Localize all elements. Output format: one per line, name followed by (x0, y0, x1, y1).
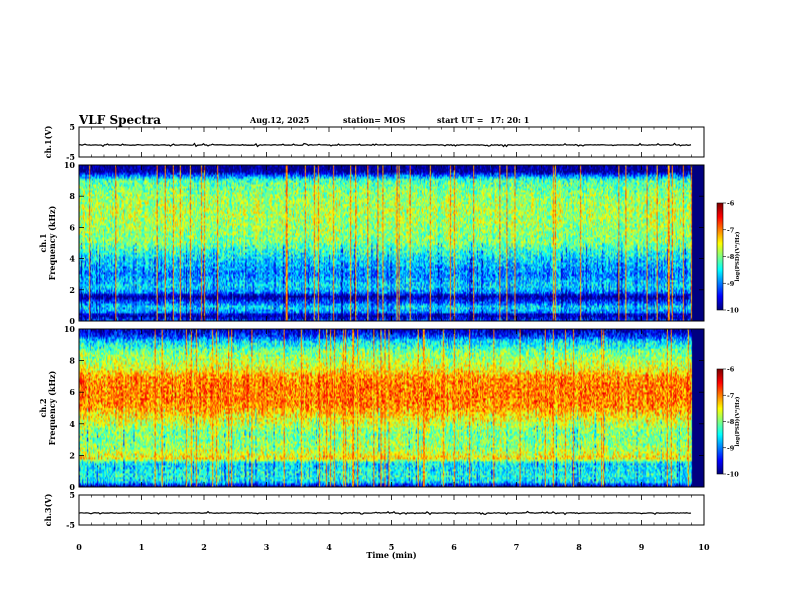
colorbar-tick-label: -9 (727, 280, 735, 288)
y-tick-label: 8 (69, 191, 75, 201)
ch2-spectrogram-image (79, 329, 704, 487)
colorbar-tick-label: -8 (727, 253, 735, 261)
y-tick-label: -5 (66, 152, 75, 162)
y-axis-label: ch.3(V) (43, 493, 53, 526)
colorbar-tick-label: -6 (727, 200, 735, 208)
ch1-spectrogram-panel: -6 -7 -8 -9 -10 log(PSD)(V²/Hz) (79, 165, 741, 321)
station-label: station= MOS (343, 115, 406, 125)
y-tick-label: 4 (69, 419, 75, 429)
start-ut-value: 17: 20: 1 (490, 115, 529, 125)
x-tick-label: 2 (201, 542, 207, 552)
y-axis-label: ch.1Frequency (kHz) (38, 205, 57, 280)
figure-header: VLF Spectra Aug.12, 2025 station= MOS st… (78, 113, 529, 127)
y-tick-label: 5 (69, 122, 75, 132)
panels: 5 -5 ch.1(V) -6 -7 -8 -9 -10 log(PSD)(V²/Hz) 0 2 4 6… (38, 122, 741, 560)
y-tick-label: 0 (69, 316, 75, 326)
colorbar-tick-label: -10 (727, 471, 739, 479)
y-tick-label: 2 (69, 450, 75, 460)
date-label: Aug.12, 2025 (249, 115, 309, 125)
y-tick-label: 8 (69, 356, 75, 366)
y-tick-label: 6 (69, 222, 75, 232)
colorbar-tick-label: -7 (727, 226, 734, 234)
x-tick-label: 4 (326, 542, 332, 552)
y-tick-label: 2 (69, 285, 75, 295)
ch2-spectrogram-panel: -6 -7 -8 -9 -10 log(PSD)(V²/Hz) (79, 329, 741, 487)
colorbar-tick-label: -9 (727, 444, 735, 452)
x-tick-label: 5 (389, 542, 395, 552)
x-tick-label: 6 (451, 542, 457, 552)
colorbar (717, 369, 723, 474)
x-tick-label: 10 (698, 542, 710, 552)
y-tick-label: 10 (64, 160, 76, 170)
x-tick-label: 1 (139, 542, 145, 552)
x-tick-label: 9 (639, 542, 645, 552)
ch3-waveform-trace (78, 510, 692, 516)
x-tick-label: 3 (264, 542, 270, 552)
ch1-waveform-trace (78, 142, 692, 148)
colorbar-tick-label: -8 (727, 418, 735, 426)
y-tick-label: 0 (69, 482, 75, 492)
ch1-spectrogram-image (79, 165, 704, 321)
y-axis-label: ch.1(V) (43, 125, 53, 158)
colorbar-label: log(PSD)(V²/Hz) (734, 396, 741, 446)
y-tick-label: -5 (66, 520, 75, 530)
figure-title: VLF Spectra (78, 113, 161, 127)
x-tick-label: 8 (576, 542, 582, 552)
y-axis-label: ch.2Frequency (kHz) (38, 370, 57, 445)
y-tick-label: 5 (69, 490, 75, 500)
colorbar-tick-label: -6 (727, 366, 735, 374)
x-tick-label: 0 (76, 542, 82, 552)
start-ut-label: start UT = (437, 115, 484, 125)
colorbar-tick-label: -10 (727, 307, 739, 315)
ch1-waveform-panel (78, 142, 692, 148)
y-tick-label: 6 (69, 387, 75, 397)
colorbar-tick-label: -7 (727, 392, 734, 400)
colorbar-label: log(PSD)(V²/Hz) (734, 231, 741, 281)
x-axis-label: Time (min) (366, 550, 416, 560)
y-tick-label: 4 (69, 254, 75, 264)
y-tick-label: 10 (64, 324, 76, 334)
ch3-waveform-panel (78, 510, 692, 516)
colorbar (717, 203, 723, 310)
x-tick-label: 7 (514, 542, 520, 552)
